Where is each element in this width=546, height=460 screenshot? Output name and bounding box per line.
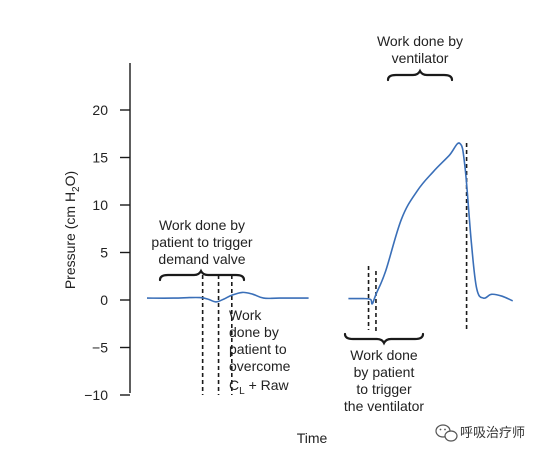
annotation-demand-valve: Work done by patient to trigger demand v… (151, 217, 253, 267)
x-axis-title: Time (297, 430, 328, 446)
demand-valve-brace (158, 268, 246, 282)
annotation-ventilator: Work done by ventilator (377, 33, 463, 66)
annotation-line: Work done by (377, 33, 463, 49)
y-tick-label: 10 (92, 197, 108, 213)
annotation-compliance-line: CL + Raw (229, 377, 290, 397)
annotation-line: Work done (350, 347, 418, 363)
y-ticks: −10 −5 0 5 10 15 20 (84, 102, 130, 403)
annotation-overcome: Work done by patient to overcome CL + Ra… (229, 307, 291, 397)
pressure-curves (146, 142, 514, 305)
annotation-line: done by (229, 324, 279, 340)
wechat-icon (435, 424, 458, 442)
y-tick-label: −5 (92, 340, 108, 356)
y-tick-label: 15 (92, 150, 108, 166)
y-tick-label: 5 (100, 245, 108, 261)
annotation-line: Work (229, 307, 262, 323)
annotation-line: to trigger (356, 381, 412, 397)
annotation-line: demand valve (158, 251, 245, 267)
vertical-guides (201, 143, 468, 395)
annotation-line: ventilator (392, 50, 449, 66)
annotation-line: by patient (354, 364, 415, 380)
annotation-line: overcome (229, 358, 291, 374)
watermark: 呼吸治疗师 (435, 424, 525, 442)
annotation-line: patient to (229, 341, 287, 357)
trigger-ventilator-brace (343, 332, 425, 346)
annotation-line: the ventilator (344, 398, 424, 414)
ventilator-brace (386, 68, 454, 82)
y-tick-label: −10 (84, 387, 108, 403)
pressure-series-line (146, 291, 309, 303)
annotation-line: Work done by (159, 217, 245, 233)
watermark-text: 呼吸治疗师 (460, 425, 525, 440)
braces (158, 68, 454, 346)
y-axis-title: Pressure (cm H2O) (62, 171, 82, 289)
y-tick-label: 20 (92, 102, 108, 118)
y-axis: −10 −5 0 5 10 15 20 Pressure (cm H2O) (62, 63, 131, 403)
y-tick-label: 0 (100, 292, 108, 308)
annotation-line: patient to trigger (151, 234, 253, 250)
annotation-trigger-ventilator: Work done by patient to trigger the vent… (344, 347, 424, 414)
pressure-series-line (348, 142, 514, 305)
